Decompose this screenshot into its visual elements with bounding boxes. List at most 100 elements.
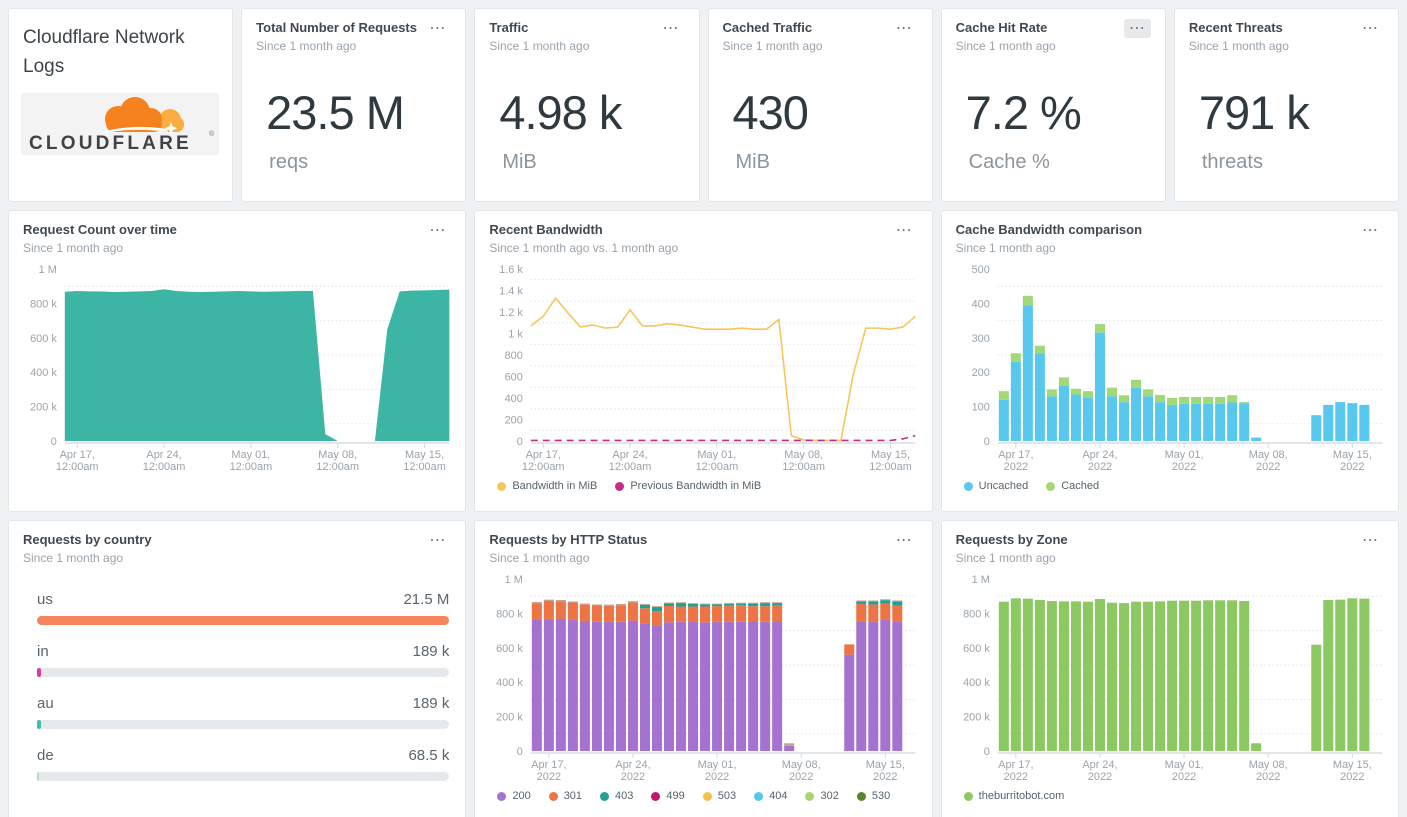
panel-title[interactable]: Cached Traffic — [722, 20, 813, 35]
svg-text:400 k: 400 k — [30, 367, 57, 379]
svg-text:Apr 24,2022: Apr 24, 2022 — [616, 759, 651, 783]
svg-text:200: 200 — [505, 414, 523, 426]
panel-title[interactable]: Requests by country — [23, 532, 152, 547]
stat-unit: Cache % — [968, 151, 1050, 173]
panel-subtitle: Since 1 month ago vs. 1 month ago — [489, 241, 679, 255]
legend-dot — [754, 791, 764, 801]
panel-title[interactable]: Requests by Zone — [955, 532, 1068, 547]
legend-item[interactable]: theburritobot.com — [963, 790, 1065, 802]
country-bar-track — [37, 720, 450, 729]
svg-text:May 15,2022: May 15, 2022 — [866, 759, 905, 783]
svg-text:Apr 24,2022: Apr 24, 2022 — [1082, 759, 1117, 783]
legend-item[interactable]: Previous Bandwidth in MiB — [615, 480, 761, 492]
svg-text:400: 400 — [971, 298, 989, 310]
svg-text:May 01,2022: May 01, 2022 — [1164, 449, 1203, 473]
svg-text:1 M: 1 M — [39, 264, 57, 276]
panel-menu-icon[interactable]: ⋯ — [895, 532, 913, 549]
svg-text:Apr 24,12:00am: Apr 24, 12:00am — [143, 449, 186, 473]
panel-menu-icon[interactable]: ⋯ — [429, 20, 447, 37]
country-label: in — [37, 643, 49, 660]
stat-unit: MiB — [502, 151, 537, 173]
svg-text:0: 0 — [51, 436, 57, 448]
svg-text:Apr 24,2022: Apr 24, 2022 — [1082, 449, 1117, 473]
legend-item[interactable]: 503 — [702, 790, 736, 802]
svg-text:600 k: 600 k — [30, 333, 57, 345]
panel-subtitle: Since 1 month ago — [722, 39, 823, 53]
legend-label: 404 — [769, 790, 788, 802]
panel-cache-hit-rate: Cache Hit Rate Since 1 month ago ⋯ 7.2 %… — [940, 8, 1166, 202]
svg-text:1.2 k: 1.2 k — [499, 307, 523, 319]
panel-subtitle: Since 1 month ago — [489, 551, 590, 565]
legend-label: Previous Bandwidth in MiB — [630, 480, 762, 492]
legend-item[interactable]: Cached — [1046, 480, 1099, 492]
svg-text:600: 600 — [505, 371, 523, 383]
legend-item[interactable]: 404 — [754, 790, 787, 802]
panel-menu-icon[interactable]: ⋯ — [429, 532, 447, 549]
stat-unit: MiB — [735, 151, 770, 173]
svg-text:May 08,12:00am: May 08, 12:00am — [316, 449, 359, 473]
stat-value: 430 — [732, 86, 809, 139]
svg-text:May 08,2022: May 08, 2022 — [1248, 759, 1287, 783]
legend-item[interactable]: Bandwidth in MiB — [497, 480, 597, 492]
country-label: au — [37, 695, 54, 712]
panel-title[interactable]: Recent Bandwidth — [489, 222, 603, 237]
stat-unit: reqs — [269, 151, 309, 173]
panel-total-requests: Total Number of Requests Since 1 month a… — [241, 8, 467, 202]
legend-label: theburritobot.com — [978, 790, 1065, 802]
panel-menu-icon[interactable]: ⋯ — [662, 20, 680, 37]
svg-text:400: 400 — [505, 393, 523, 405]
legend-label: 403 — [615, 790, 634, 802]
legend-label: 302 — [820, 790, 839, 802]
cloudflare-logo: CLOUDFLARE ® — [21, 93, 219, 155]
panel-menu-icon[interactable]: ⋯ — [1123, 19, 1151, 38]
legend-item[interactable]: Uncached — [963, 480, 1028, 492]
svg-text:800: 800 — [505, 350, 523, 362]
legend-item[interactable]: 403 — [600, 790, 633, 802]
panel-subtitle: Since 1 month ago — [489, 39, 590, 53]
panel-subtitle: Since 1 month ago — [955, 39, 1056, 53]
svg-text:Apr 24,12:00am: Apr 24, 12:00am — [609, 449, 652, 473]
legend: Bandwidth in MiB Previous Bandwidth in Mi… — [497, 480, 917, 492]
legend-dot — [856, 791, 866, 801]
panel-menu-icon[interactable]: ⋯ — [895, 20, 913, 37]
panel-title[interactable]: Cache Bandwidth comparison — [955, 222, 1143, 237]
panel-title[interactable]: Cache Hit Rate — [955, 20, 1048, 35]
zone-chart[interactable]: 1 M 800 k 600 k 400 k 200 k 0 Apr 17, 2022 Apr 2… — [956, 569, 1384, 785]
legend-item[interactable]: 302 — [805, 790, 839, 802]
http-status-chart[interactable]: 1 M 800 k 600 k 400 k 200 k 0 Apr 17, 2022 Apr 2… — [489, 569, 917, 785]
panel-cache-bandwidth: Cache Bandwidth comparison Since 1 month… — [940, 210, 1399, 512]
svg-text:400 k: 400 k — [496, 677, 523, 689]
legend-dot — [615, 481, 625, 491]
legend-label: Cached — [1061, 480, 1100, 492]
panel-title[interactable]: Requests by HTTP Status — [489, 532, 648, 547]
panel-title[interactable]: Traffic — [489, 20, 529, 35]
country-label: us — [37, 591, 53, 608]
legend-item[interactable]: 530 — [856, 790, 890, 802]
legend-item[interactable]: 301 — [548, 790, 582, 802]
panel-menu-icon[interactable]: ⋯ — [1362, 20, 1379, 37]
svg-text:1.4 k: 1.4 k — [499, 285, 523, 297]
breakdown-row: Requests by country Since 1 month ago ⋯ … — [8, 520, 1399, 817]
panel-title[interactable]: Total Number of Requests — [256, 20, 417, 35]
panel-menu-icon[interactable]: ⋯ — [429, 222, 447, 239]
panel-recent-threats: Recent Threats Since 1 month ago ⋯ 791 k… — [1173, 8, 1399, 202]
panel-title[interactable]: Request Count over time — [23, 222, 177, 237]
panel-title[interactable]: Recent Threats — [1188, 20, 1283, 35]
cache-bandwidth-chart[interactable]: 500 400 300 200 100 0 Apr 17, 2022 Apr 24, 2022 Ma… — [956, 259, 1384, 475]
svg-text:Apr 17,12:00am: Apr 17, 12:00am — [522, 449, 565, 473]
panel-cached-traffic: Cached Traffic Since 1 month ago ⋯ 430 M… — [707, 8, 933, 202]
panel-menu-icon[interactable]: ⋯ — [1362, 532, 1379, 549]
panel-menu-icon[interactable]: ⋯ — [1362, 222, 1379, 239]
panel-menu-icon[interactable]: ⋯ — [895, 222, 913, 239]
svg-text:0: 0 — [983, 436, 989, 448]
legend-item[interactable]: 200 — [497, 790, 531, 802]
country-row: au 189 k — [37, 695, 450, 729]
panel-subtitle: Since 1 month ago — [23, 241, 124, 255]
svg-text:200 k: 200 k — [496, 712, 523, 724]
legend-dot — [497, 481, 507, 491]
panel-subtitle: Since 1 month ago — [23, 551, 124, 565]
legend-item[interactable]: 499 — [651, 790, 685, 802]
